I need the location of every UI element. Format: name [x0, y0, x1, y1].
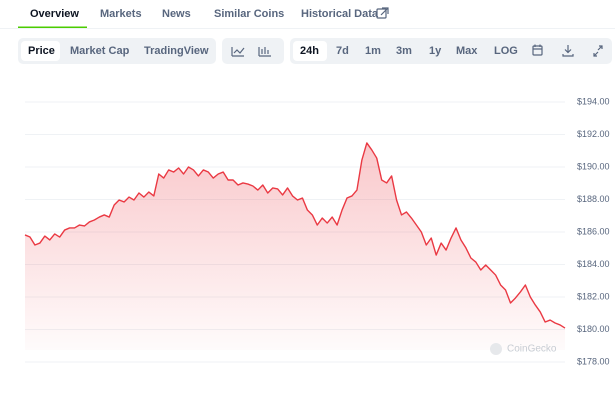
y-tick-label: $188.00 — [577, 194, 610, 204]
mode-button[interactable]: Price — [28, 45, 55, 57]
range-group — [290, 38, 612, 64]
y-tick-label: $178.00 — [577, 356, 610, 366]
download-icon[interactable] — [562, 45, 574, 57]
line-chart-icon[interactable] — [231, 47, 245, 57]
y-tick-label: $194.00 — [577, 96, 610, 106]
external-link-icon — [376, 7, 389, 19]
range-button[interactable]: 1y — [429, 45, 442, 57]
price-line — [24, 142, 566, 329]
range-button[interactable]: 24h — [300, 45, 319, 57]
y-tick-label: $184.00 — [577, 259, 610, 269]
mode-button[interactable]: TradingView — [144, 45, 209, 57]
range-button[interactable]: Max — [456, 45, 478, 57]
tab[interactable]: News — [162, 8, 191, 20]
price-area — [25, 142, 565, 350]
range-button[interactable]: 7d — [336, 45, 349, 57]
tab[interactable]: Historical Data — [301, 8, 379, 20]
mode-group — [18, 38, 216, 64]
tab[interactable]: Similar Coins — [214, 8, 284, 20]
range-button[interactable]: LOG — [494, 45, 518, 57]
type-group — [222, 38, 284, 64]
active-range — [293, 41, 327, 61]
watermark-logo — [490, 343, 502, 355]
watermark: CoinGecko — [507, 344, 557, 355]
candle-chart-icon[interactable] — [258, 47, 271, 57]
range-button[interactable]: 3m — [396, 45, 412, 57]
active-mode — [21, 41, 60, 61]
range-button[interactable]: 1m — [365, 45, 381, 57]
chart: $178.00 $180.00 $182.00 $184.00 $186.00 $188.… — [24, 96, 610, 366]
expand-icon[interactable] — [593, 45, 603, 57]
calendar-icon[interactable] — [532, 44, 543, 56]
y-tick-label: $180.00 — [577, 324, 610, 334]
y-tick-label: $186.00 — [577, 226, 610, 236]
tab[interactable]: Markets — [100, 8, 142, 20]
y-tick-label: $192.00 — [577, 129, 610, 139]
mode-button[interactable]: Market Cap — [70, 45, 130, 57]
tab[interactable]: Overview — [30, 8, 79, 20]
y-tick-label: $182.00 — [577, 291, 610, 301]
y-tick-label: $190.00 — [577, 161, 610, 171]
